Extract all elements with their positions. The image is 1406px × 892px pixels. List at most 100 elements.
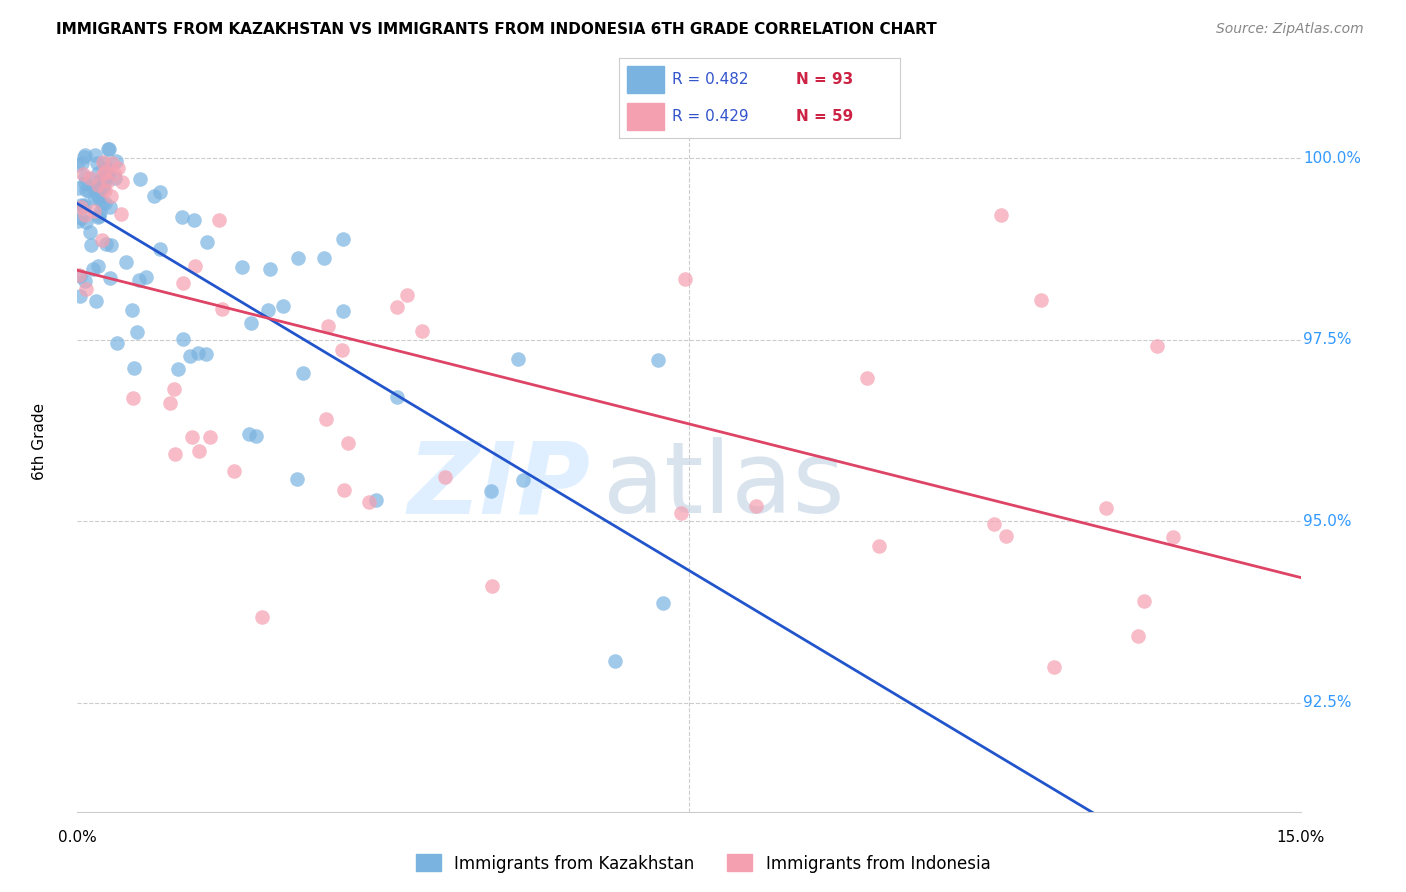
Text: 95.0%: 95.0% (1303, 514, 1351, 529)
Point (172, 210, 194, 224)
Point (79, 171, 101, 186)
Point (67, 181, 90, 195)
Legend: Immigrants from Kazakhstan, Immigrants from Indonesia: Immigrants from Kazakhstan, Immigrants f… (409, 847, 997, 880)
Point (100, 237, 122, 252)
Point (332, 304, 354, 318)
Point (69, 289, 91, 303)
Point (200, 430, 222, 444)
Point (121, 302, 143, 317)
Text: 0.0%: 0.0% (58, 830, 97, 846)
Point (72, 199, 94, 213)
Point (181, 430, 204, 444)
Point (69, 268, 91, 283)
Point (80, 238, 103, 252)
Point (75, 176, 97, 190)
Point (506, 351, 529, 366)
Point (211, 301, 233, 316)
Point (86, 156, 108, 170)
Point (110, 207, 132, 221)
Point (603, 654, 626, 668)
Point (70, 155, 93, 169)
Point (172, 276, 194, 290)
Point (231, 260, 253, 275)
Point (107, 161, 129, 175)
Point (479, 483, 502, 498)
Point (93, 183, 115, 197)
Point (1126, 629, 1149, 643)
Point (481, 579, 503, 593)
Point (70, 200, 93, 214)
Point (94, 236, 117, 251)
Text: ZIP: ZIP (408, 437, 591, 534)
Bar (627, 103, 664, 130)
Point (76, 183, 98, 197)
Point (91, 179, 114, 194)
Point (240, 316, 263, 330)
Point (990, 208, 1012, 222)
Point (359, 494, 381, 508)
Point (105, 335, 128, 350)
Point (333, 483, 356, 498)
Point (868, 539, 890, 553)
Text: 97.5%: 97.5% (1303, 333, 1351, 347)
Point (1146, 339, 1168, 353)
Point (259, 261, 281, 276)
Point (143, 189, 166, 203)
Point (100, 189, 122, 203)
Point (122, 391, 145, 405)
Point (330, 343, 353, 357)
Point (97, 142, 120, 156)
Point (172, 332, 194, 346)
Point (411, 324, 433, 338)
Point (70, 198, 93, 212)
Point (94, 165, 117, 179)
Point (315, 412, 337, 426)
Point (366, 493, 388, 508)
Point (75, 215, 97, 229)
Point (105, 154, 128, 169)
Point (983, 517, 1005, 532)
Point (1132, 594, 1154, 608)
Point (184, 259, 207, 273)
Point (433, 470, 456, 484)
Point (97, 142, 120, 156)
Point (285, 472, 308, 486)
Text: 15.0%: 15.0% (1277, 830, 1324, 846)
Point (195, 346, 218, 360)
Point (75, 209, 97, 223)
Point (75, 274, 97, 288)
Point (395, 287, 418, 301)
Point (90, 195, 112, 210)
Point (336, 436, 359, 450)
Point (166, 362, 188, 376)
Point (73, 198, 96, 212)
Point (70, 211, 93, 225)
Bar (627, 66, 664, 94)
Point (647, 353, 669, 368)
Text: IMMIGRANTS FROM KAZAKHSTAN VS IMMIGRANTS FROM INDONESIA 6TH GRADE CORRELATION CH: IMMIGRANTS FROM KAZAKHSTAN VS IMMIGRANTS… (56, 22, 936, 37)
Point (148, 242, 170, 256)
Text: Source: ZipAtlas.com: Source: ZipAtlas.com (1216, 22, 1364, 37)
Point (66, 158, 89, 172)
Point (163, 447, 186, 461)
Point (332, 232, 354, 246)
Point (651, 596, 673, 610)
Point (94, 173, 117, 187)
Point (128, 273, 150, 287)
Point (100, 200, 122, 214)
Point (1043, 660, 1066, 674)
Point (73, 150, 96, 164)
Point (82, 181, 104, 195)
Point (87, 211, 110, 225)
Point (75, 170, 97, 185)
Point (94, 195, 117, 210)
Point (855, 371, 877, 385)
Point (86, 175, 108, 189)
Text: N = 93: N = 93 (796, 72, 853, 87)
Point (256, 302, 278, 317)
Point (1031, 293, 1053, 307)
Point (91, 167, 114, 181)
Point (125, 325, 148, 339)
Point (84, 294, 107, 309)
Point (96, 168, 118, 182)
